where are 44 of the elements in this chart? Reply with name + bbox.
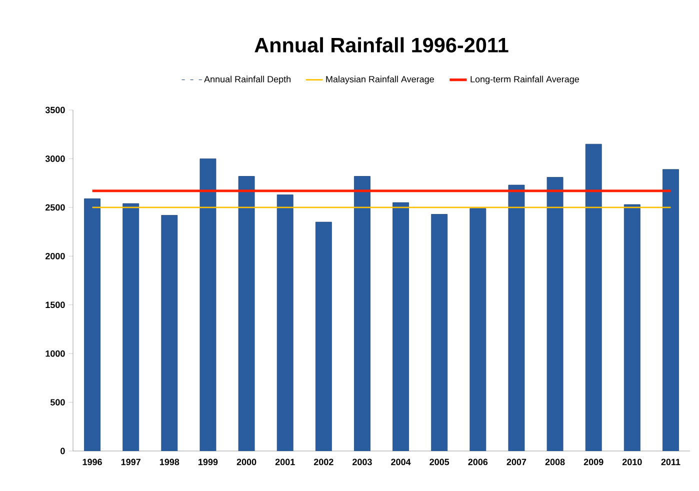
y-tick-label: 0 <box>60 448 65 454</box>
x-tick-label: 2000 <box>236 458 256 466</box>
x-tick-label: 1999 <box>198 458 218 466</box>
bar <box>585 144 602 451</box>
x-tick-label: 2008 <box>545 458 565 466</box>
x-tick-label: 1997 <box>121 458 140 466</box>
bar <box>470 208 486 451</box>
x-tick-label: 2004 <box>391 458 411 466</box>
bar <box>276 194 294 451</box>
bar <box>546 177 564 451</box>
bar <box>315 222 332 451</box>
y-tick-label: 1000 <box>46 350 65 357</box>
bar <box>624 204 640 451</box>
bar <box>84 198 100 451</box>
x-tick-label: 2003 <box>352 458 372 466</box>
bar <box>354 176 370 451</box>
bar <box>392 202 409 451</box>
x-tick-label: 2001 <box>275 458 295 466</box>
chart-title: Annual Rainfall 1996-2011 <box>254 37 508 52</box>
bar <box>508 184 525 451</box>
x-tick-label: 1998 <box>160 458 180 466</box>
y-tick-label: 3000 <box>45 156 65 162</box>
y-tick-label: 1500 <box>46 302 65 308</box>
bar <box>161 215 178 451</box>
x-tick-label: 2009 <box>584 458 604 466</box>
x-tick-label: 2011 <box>661 458 680 466</box>
x-tick-label: 2007 <box>506 458 526 466</box>
bar <box>122 203 140 451</box>
y-tick-label: 2000 <box>45 252 65 260</box>
bar <box>200 158 216 451</box>
legend-label: Long-term Rainfall Average <box>470 76 580 84</box>
bar <box>431 214 448 451</box>
legend-label: Malaysian Rainfall Average <box>326 76 434 84</box>
bar <box>662 169 679 451</box>
x-tick-label: 1996 <box>82 458 102 466</box>
x-tick-label: 2006 <box>468 458 488 466</box>
x-tick-label: 2005 <box>430 458 450 466</box>
y-tick-label: 2500 <box>45 204 65 211</box>
x-tick-label: 2010 <box>622 458 642 466</box>
legend-label: Annual Rainfall Depth <box>204 76 290 84</box>
x-tick-label: 2002 <box>314 458 334 466</box>
y-tick-label: 3500 <box>45 106 65 114</box>
y-tick-label: 500 <box>50 399 65 406</box>
bar <box>238 176 255 451</box>
